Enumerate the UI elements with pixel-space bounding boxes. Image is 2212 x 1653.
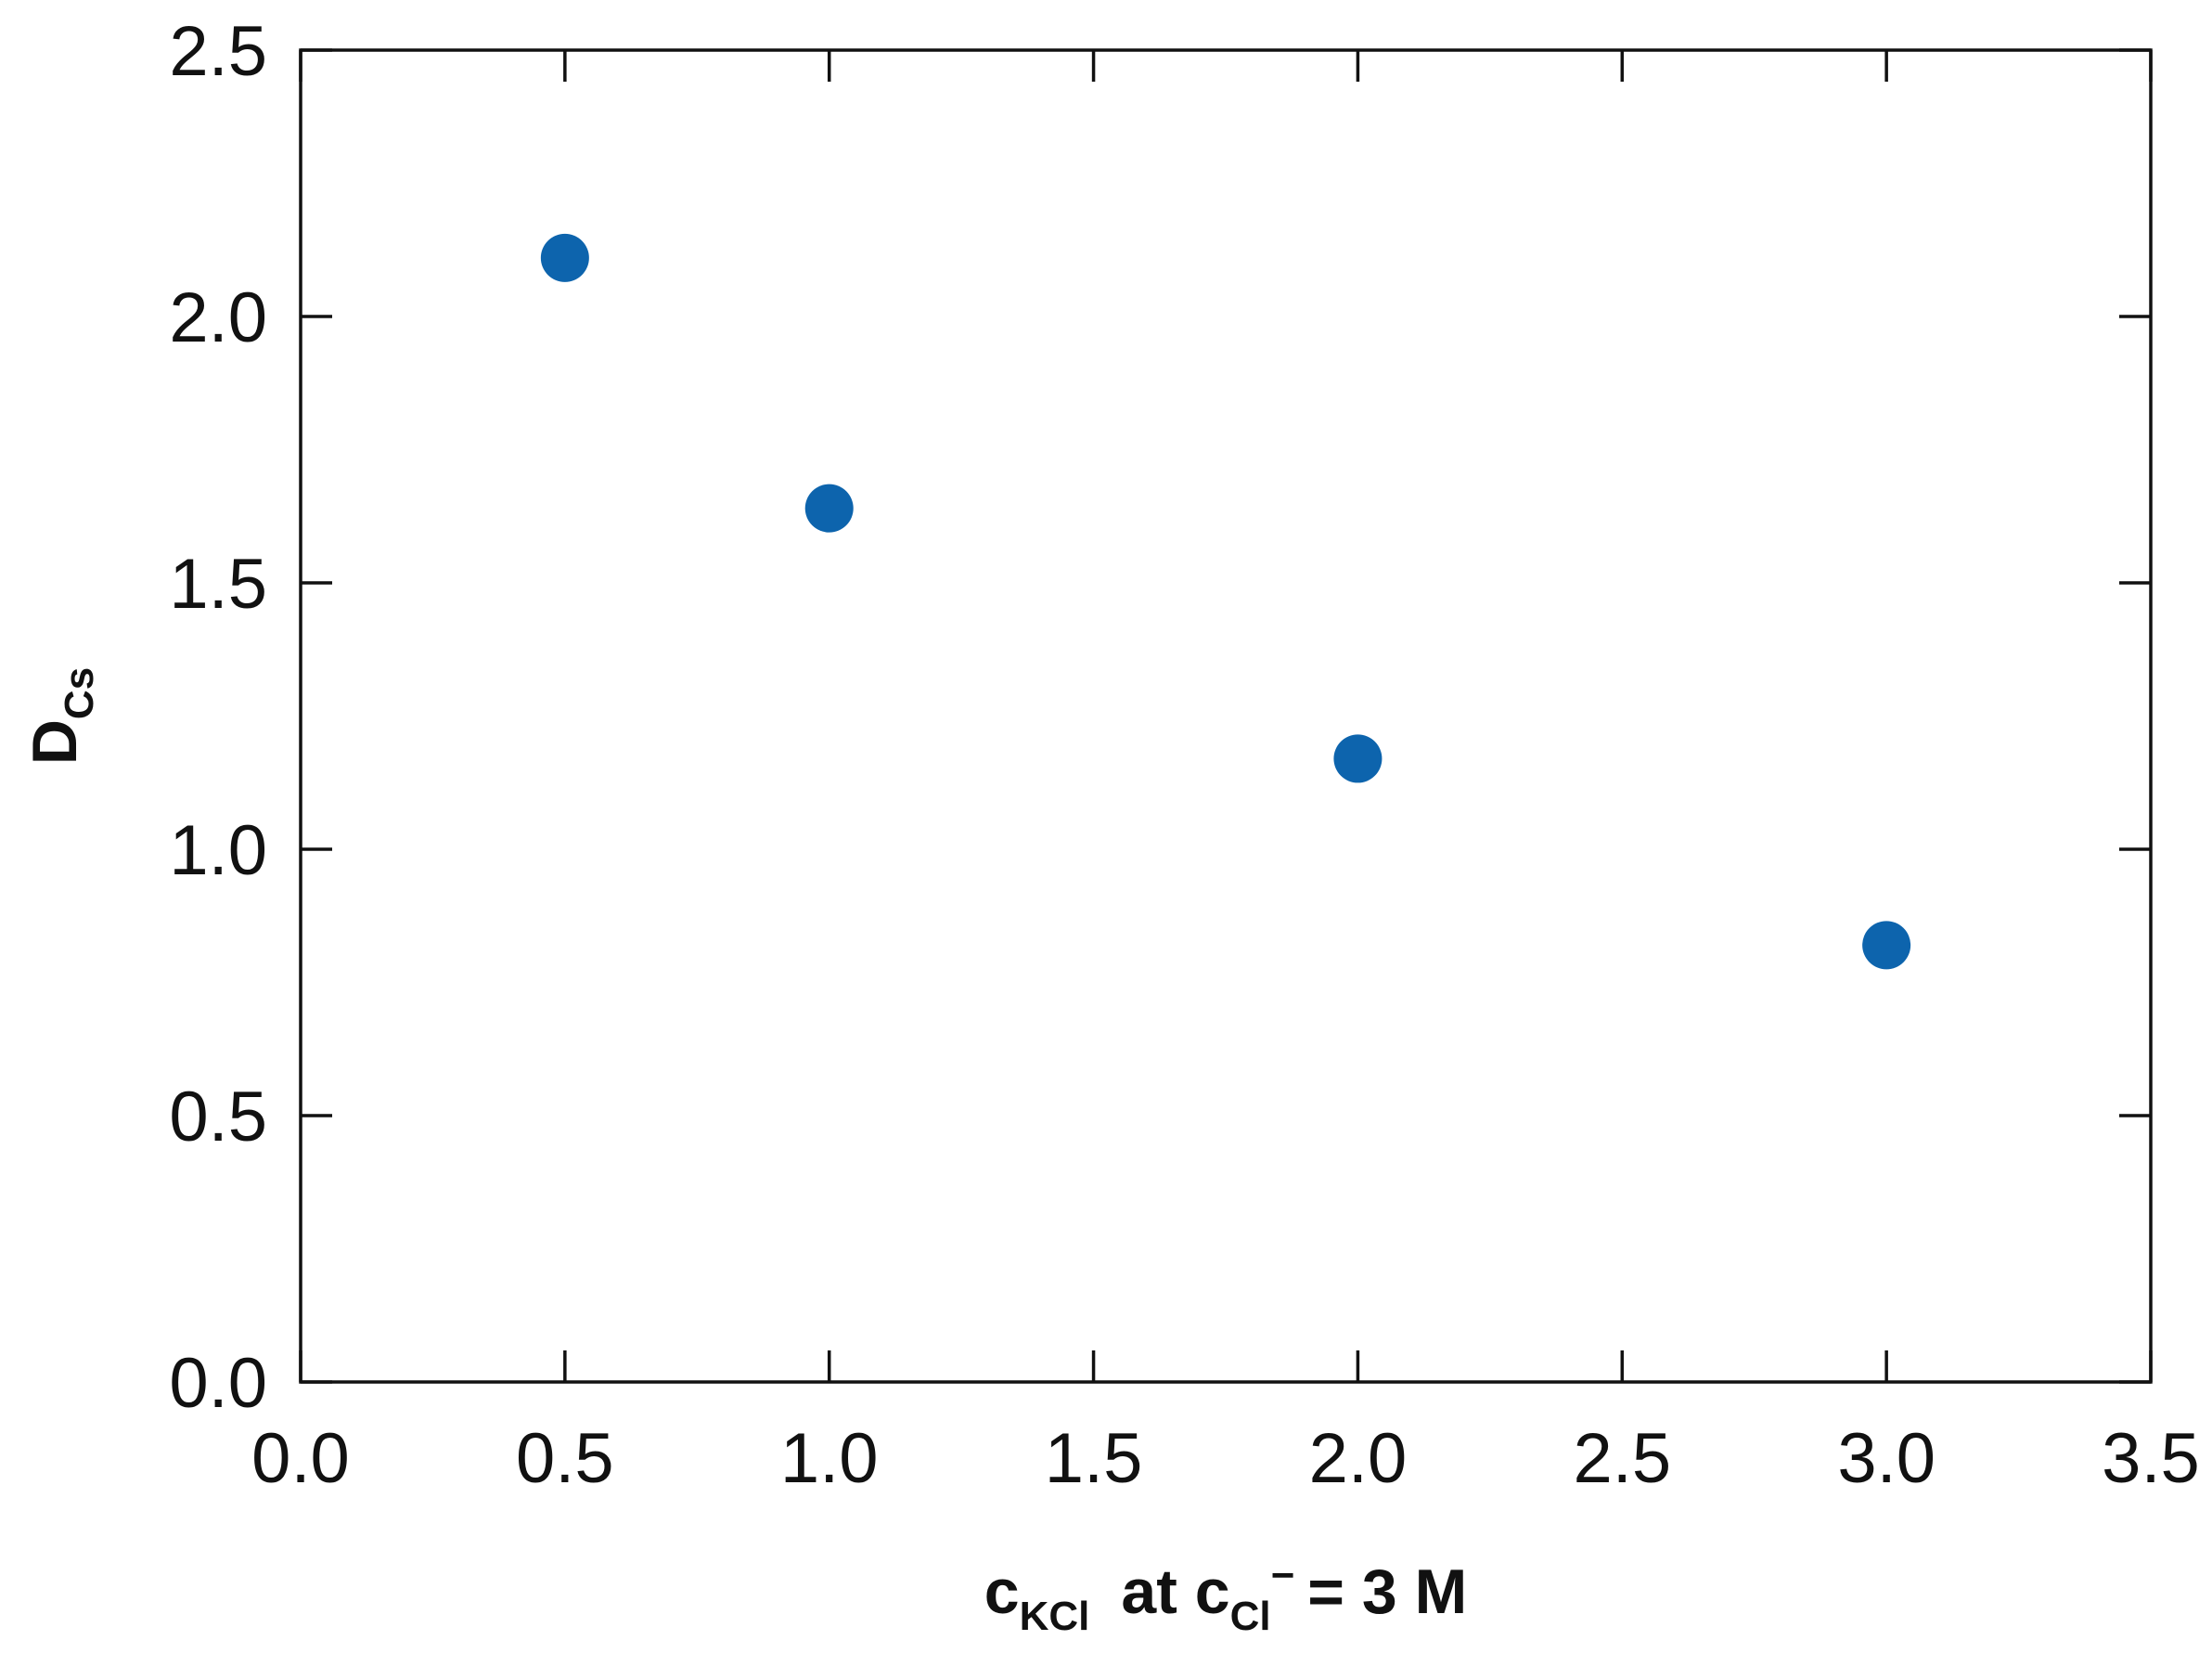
data-points <box>540 233 1911 970</box>
x-axis-title-tail: = 3 M <box>1307 1556 1467 1627</box>
x-axis-title-mid-subscript: Cl <box>1230 1594 1271 1639</box>
x-axis-title-mid-superscript: − <box>1271 1553 1295 1598</box>
y-tick-label: 1.0 <box>169 811 267 890</box>
x-axis-title: cKCl at cCl− = 3 M <box>984 1553 1467 1639</box>
x-tick-label: 2.0 <box>1309 1419 1408 1498</box>
x-tick-label: 3.0 <box>1837 1419 1936 1498</box>
x-tick-label: 0.0 <box>251 1419 350 1498</box>
x-axis-title-main: c <box>984 1556 1020 1627</box>
data-point <box>1333 734 1382 783</box>
tick-labels: 0.0 0.5 1.0 1.5 2.0 2.5 3.0 3.5 0.0 0.5 1.0 1.5 2.0 2… <box>169 12 2199 1498</box>
x-tick-label: 3.5 <box>2102 1419 2200 1498</box>
axis-ticks <box>299 48 2153 1384</box>
data-point <box>540 233 589 282</box>
x-tick-label: 2.5 <box>1573 1419 1671 1498</box>
data-point <box>804 484 854 533</box>
y-tick-label: 2.0 <box>169 278 267 357</box>
x-axis-title-main-subscript: KCl <box>1020 1594 1090 1639</box>
x-tick-label: 1.0 <box>780 1419 879 1498</box>
x-tick-label: 0.5 <box>516 1419 614 1498</box>
x-tick-label: 1.5 <box>1045 1419 1143 1498</box>
data-point <box>1862 921 1911 970</box>
y-tick-label: 0.5 <box>169 1078 267 1156</box>
x-axis-title-mid: at c <box>1121 1556 1229 1627</box>
plot-frame <box>299 48 2153 1384</box>
y-axis-title: DCs <box>19 667 102 765</box>
y-tick-label: 1.5 <box>169 545 267 624</box>
y-tick-label: 0.0 <box>169 1344 267 1423</box>
y-axis-title-subscript: Cs <box>57 667 102 719</box>
y-axis-title-main: D <box>19 719 90 765</box>
y-tick-label: 2.5 <box>169 12 267 91</box>
